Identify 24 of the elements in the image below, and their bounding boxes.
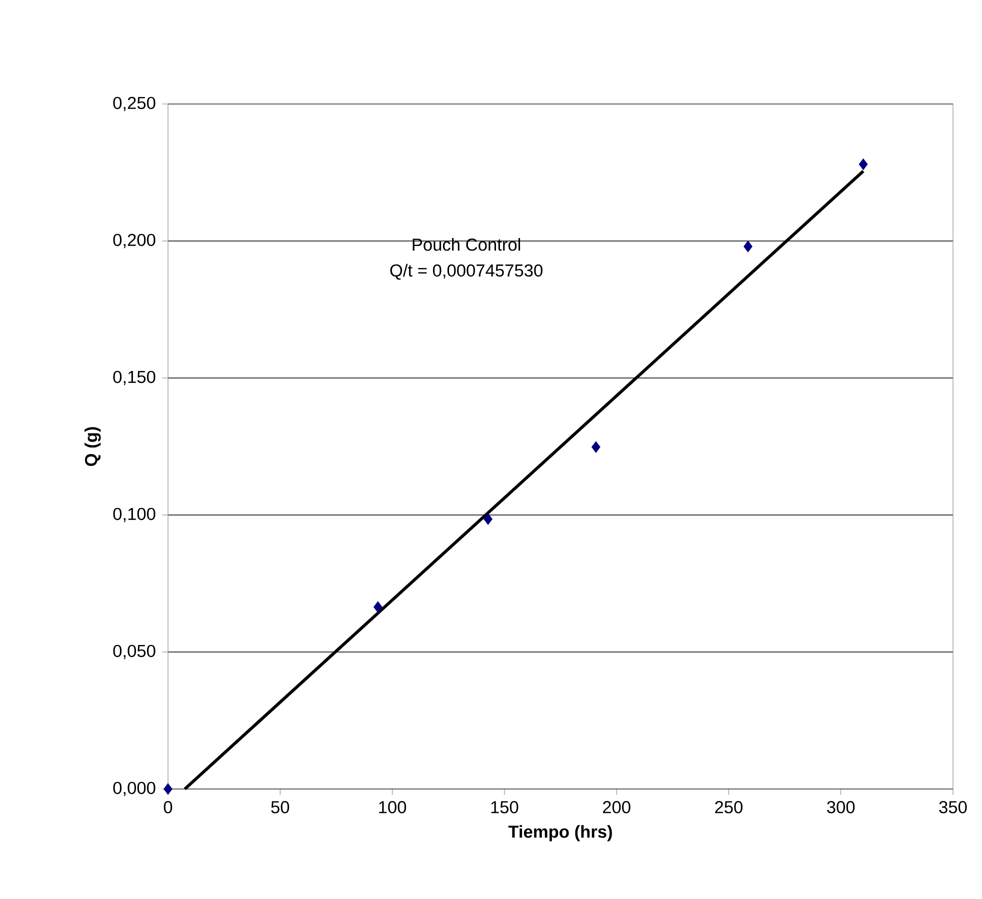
x-tick-label: 250 — [715, 801, 742, 814]
point — [858, 158, 868, 170]
y-axis-title: Q (g) — [84, 427, 101, 466]
point — [744, 240, 752, 252]
x-tick-label: 300 — [827, 801, 855, 814]
y-tick-label: 0,250 — [113, 96, 156, 112]
y-tick-label: 0,050 — [113, 644, 156, 660]
x-tick-label: 50 — [271, 801, 290, 814]
x-tick-label: 200 — [602, 801, 630, 814]
x-tick-label: 100 — [379, 801, 406, 814]
y-tick-label: 0,200 — [113, 234, 156, 248]
point — [164, 783, 172, 795]
x-tick-label: 0 — [164, 801, 172, 814]
annotation: Q/t = 0,0007457530 — [390, 264, 542, 280]
point — [374, 601, 382, 613]
y-tick-label: 0,150 — [113, 370, 156, 386]
y-tick-label: 0,100 — [113, 508, 156, 522]
annotation: Pouch Control — [412, 238, 520, 251]
x-axis-title: Tiempo (hrs) — [508, 825, 612, 842]
point — [592, 441, 600, 453]
x-tick-label: 150 — [491, 801, 518, 814]
point — [484, 513, 492, 525]
x-tick-label: 350 — [939, 801, 967, 814]
y-tick-label: 0,000 — [113, 782, 156, 796]
